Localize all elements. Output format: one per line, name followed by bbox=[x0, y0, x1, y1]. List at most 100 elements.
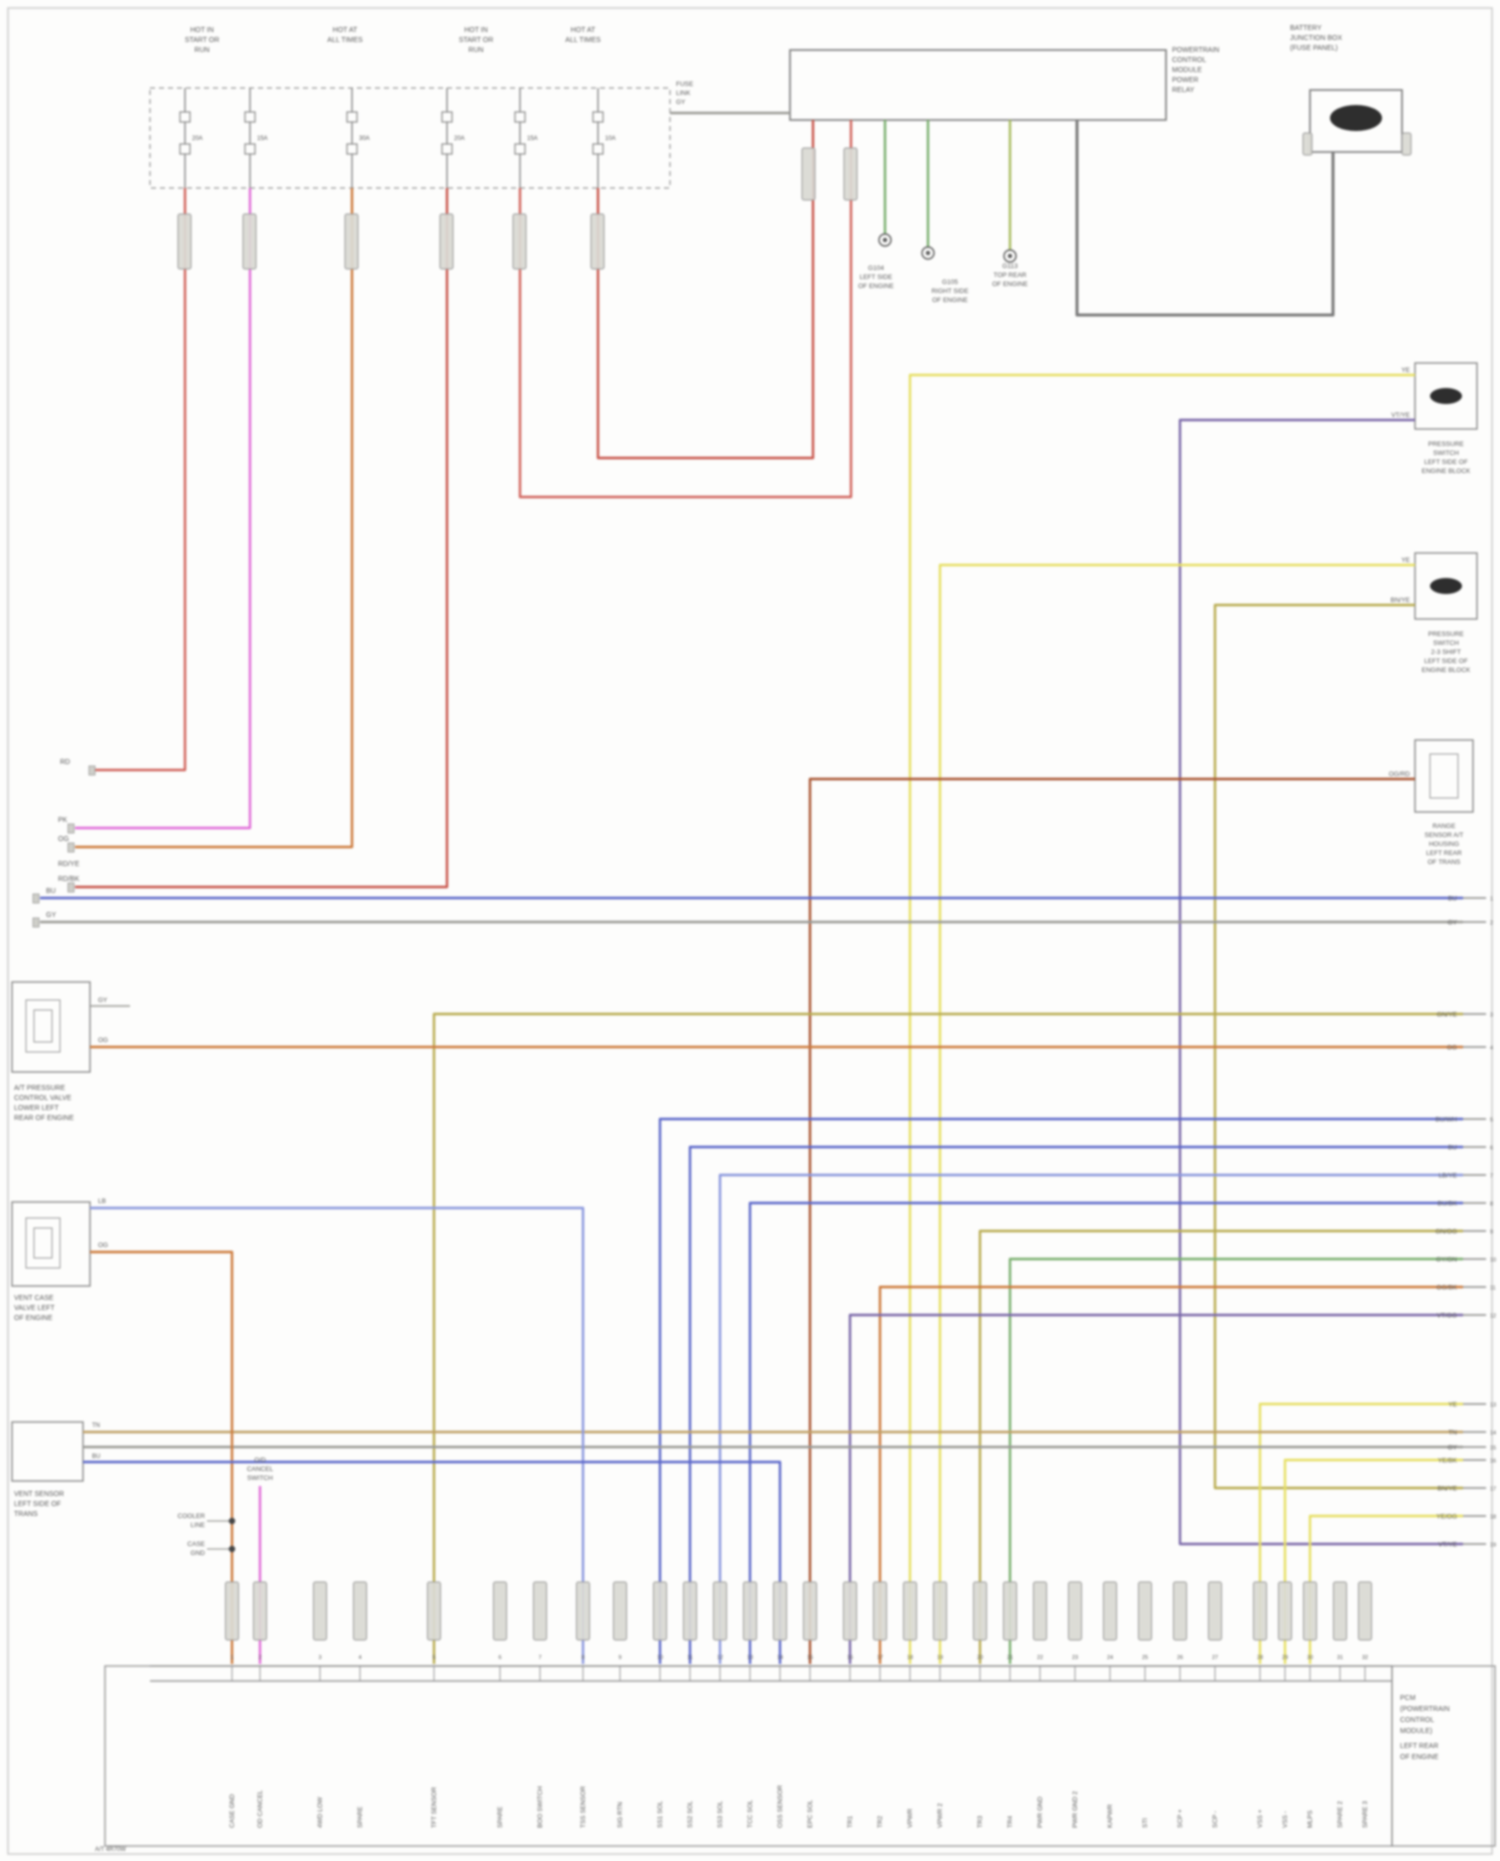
diagram-label: CONTROL VALVE bbox=[14, 1095, 72, 1102]
stack-pin-number: 4 bbox=[1490, 1046, 1493, 1052]
wire bbox=[1308, 1514, 1463, 1664]
diagram-label: POWER bbox=[1172, 77, 1198, 84]
pin-function-label: SPARE 3 bbox=[1362, 1801, 1369, 1828]
pin-function-label: SCP + bbox=[1177, 1809, 1184, 1828]
wire-code-label: GN/YE bbox=[1437, 1012, 1458, 1019]
diagram-label: LEFT REAR bbox=[1400, 1743, 1438, 1750]
wire-code-label: GY bbox=[1448, 1445, 1458, 1452]
pin-function-label: SPARE bbox=[497, 1806, 504, 1828]
fuse-terminal bbox=[244, 143, 256, 155]
pin-number: 22 bbox=[1037, 1655, 1043, 1661]
pin-number: 21 bbox=[1007, 1655, 1013, 1661]
pin-function-label: TR1 bbox=[847, 1815, 854, 1828]
fuse-amp-label: 20A bbox=[454, 136, 465, 142]
wire bbox=[90, 1206, 585, 1664]
stack-pin-number: 7 bbox=[1490, 1174, 1493, 1180]
connector bbox=[177, 213, 192, 270]
fuse-terminal bbox=[592, 111, 604, 123]
pin-number: 8 bbox=[581, 1655, 584, 1661]
pin-function-label: 4WD LOW bbox=[317, 1796, 324, 1828]
wire-code-label: VT/OG bbox=[1437, 1313, 1457, 1320]
pin-number: 15 bbox=[807, 1655, 813, 1661]
pin-number: 20 bbox=[977, 1655, 983, 1661]
diagram-label: LEFT REAR bbox=[1426, 850, 1462, 857]
pin-function-label: TSS SENSOR bbox=[580, 1786, 587, 1828]
pin-function-label: TR2 bbox=[877, 1815, 884, 1828]
diagram-label: TOP REAR bbox=[994, 272, 1027, 279]
fuse-amp-label: 10A bbox=[605, 136, 616, 142]
diagram-label: G113 bbox=[1002, 263, 1018, 270]
connector bbox=[427, 1581, 441, 1641]
wire bbox=[596, 120, 815, 460]
wire bbox=[1075, 120, 1335, 317]
fuse-amp-label: 15A bbox=[257, 136, 268, 142]
diagram-label: O/D bbox=[254, 1457, 266, 1464]
connector bbox=[1138, 1581, 1152, 1641]
fuse-terminal bbox=[346, 143, 358, 155]
diagram-label: VENT CASE bbox=[14, 1295, 54, 1302]
connector bbox=[533, 1581, 547, 1641]
diagram-label: ENGINE BLOCK bbox=[1422, 468, 1471, 475]
diagram-label: MODULE) bbox=[1400, 1728, 1432, 1735]
connector bbox=[225, 1581, 239, 1641]
pin-number: 7 bbox=[538, 1655, 541, 1661]
pin-number: 14 bbox=[777, 1655, 783, 1661]
component-box bbox=[1414, 739, 1474, 813]
pin-function-label: SCP - bbox=[1212, 1811, 1219, 1828]
diagram-label: ENGINE BLOCK bbox=[1422, 667, 1471, 674]
diagram-label: GND bbox=[191, 1550, 206, 1557]
connector bbox=[576, 1581, 590, 1641]
diagram-label: LB bbox=[98, 1198, 106, 1205]
pin-number: 10 bbox=[657, 1655, 663, 1661]
wire-end-cap bbox=[67, 823, 75, 834]
pin-function-label: SS3 SOL bbox=[717, 1801, 724, 1828]
ground-icon bbox=[921, 246, 935, 260]
diagram-label: OF ENGINE bbox=[992, 281, 1028, 288]
stack-pin-number: 16 bbox=[1490, 1459, 1496, 1465]
wire-code-label: OG/BK bbox=[1436, 1285, 1457, 1292]
connector bbox=[1302, 132, 1313, 156]
oval-logo-icon bbox=[1430, 578, 1462, 594]
wire-code-label: GY/GN bbox=[1436, 1257, 1457, 1264]
oval-logo-icon bbox=[1330, 105, 1382, 131]
pin-function-label: TR3 bbox=[977, 1815, 984, 1828]
diagram-label: ALL TIMES bbox=[565, 37, 601, 44]
connector bbox=[1033, 1581, 1047, 1641]
diagram-label: GY bbox=[46, 912, 56, 919]
wire bbox=[1008, 1257, 1463, 1664]
diagram-label: RD/BK bbox=[58, 876, 80, 883]
pin-number: 6 bbox=[498, 1655, 501, 1661]
wire-code-label: BU bbox=[1448, 1145, 1457, 1152]
pin-function-label: VSS - bbox=[1282, 1811, 1289, 1828]
ground-icon bbox=[1003, 249, 1017, 263]
diagram-label: CONTROL bbox=[1400, 1717, 1434, 1724]
diagram-label: START OR bbox=[185, 37, 220, 44]
pin-number: 2 bbox=[258, 1655, 261, 1661]
connector bbox=[590, 213, 605, 270]
diagram-label: CASE bbox=[187, 1541, 205, 1548]
diagram-label: LEFT SIDE bbox=[860, 274, 893, 281]
component-box bbox=[11, 981, 91, 1073]
wire bbox=[688, 1145, 1463, 1664]
diagram-label: A/T 4R70W bbox=[95, 1847, 126, 1853]
diagram-label: HOT AT bbox=[333, 27, 358, 34]
diagram-label: HOT IN bbox=[190, 27, 214, 34]
stack-pin-number: 19 bbox=[1490, 1543, 1496, 1549]
pin-number: 24 bbox=[1107, 1655, 1113, 1661]
diagram-label: LINE bbox=[191, 1522, 206, 1529]
diagram-label: BU bbox=[92, 1454, 100, 1460]
connector bbox=[843, 1581, 857, 1641]
stack-pin-number: 9 bbox=[1490, 1230, 1493, 1236]
pin-function-label: MLPS bbox=[1307, 1810, 1314, 1828]
diagram-label: PRESSURE bbox=[1428, 441, 1464, 448]
component-box bbox=[11, 1421, 84, 1482]
diagram-label: HOT AT bbox=[571, 27, 596, 34]
pin-number: 16 bbox=[847, 1655, 853, 1661]
pin-number: 19 bbox=[937, 1655, 943, 1661]
pin-function-label: VPWR 2 bbox=[937, 1803, 944, 1828]
pin-function-label: TFT SENSOR bbox=[431, 1787, 438, 1828]
diagram-label: PK bbox=[58, 817, 68, 824]
wire-end-cap bbox=[32, 893, 40, 904]
ground-dot-icon bbox=[882, 237, 888, 243]
